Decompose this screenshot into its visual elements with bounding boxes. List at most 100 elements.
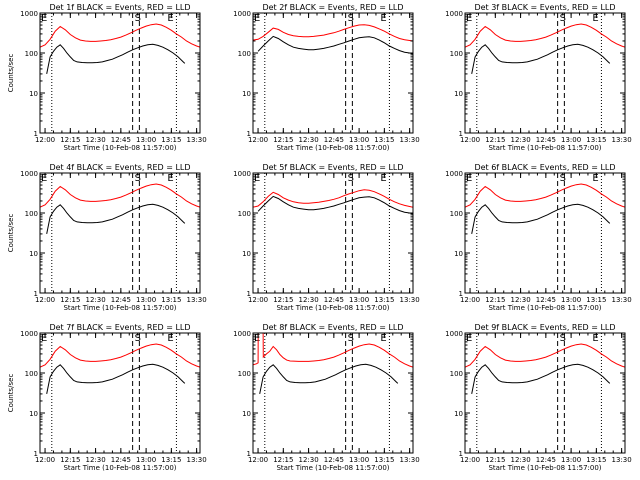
marker-label: S	[135, 333, 141, 344]
marker-label: E	[380, 13, 386, 24]
x-tick-label: 13:15	[374, 296, 394, 304]
x-tick-label: 13:00	[136, 456, 156, 464]
plot-frame	[39, 12, 201, 134]
series-events-line	[259, 363, 399, 394]
y-tick-label: 100	[238, 370, 251, 378]
series-events-line	[46, 363, 186, 394]
x-tick-label: 12:45	[324, 456, 344, 464]
y-tick-label: 10	[454, 90, 463, 98]
x-axis-title: Start Time (10-Feb-08 11:57:00)	[63, 304, 176, 312]
x-tick-label: 12:30	[510, 296, 530, 304]
y-tick-label: 10	[242, 410, 251, 418]
x-tick-label: 12:45	[324, 136, 344, 144]
y-tick-label: 100	[450, 50, 463, 58]
series-lld-line	[40, 343, 200, 368]
panel-title: Det 4f BLACK = Events, RED = LLD	[49, 163, 190, 172]
x-tick-label: 13:15	[586, 136, 606, 144]
x-tick-label: 13:00	[561, 136, 581, 144]
series-lld-line	[40, 23, 200, 48]
series-events-line	[471, 43, 611, 74]
marker-label: S	[348, 13, 354, 24]
series-events-line	[257, 195, 413, 215]
x-tick-label: 13:30	[187, 296, 207, 304]
marker-label: E	[254, 333, 260, 344]
marker-label: E	[41, 333, 47, 344]
x-axis-title: Start Time (10-Feb-08 11:57:00)	[276, 304, 389, 312]
marker-label: S	[135, 13, 141, 24]
x-tick-label: 12:00	[460, 456, 480, 464]
x-tick-label: 13:00	[136, 296, 156, 304]
x-axis-title: Start Time (10-Feb-08 11:57:00)	[488, 144, 601, 152]
x-tick-label: 13:30	[187, 456, 207, 464]
y-tick-label: 1	[247, 450, 251, 458]
x-tick-label: 12:15	[273, 296, 293, 304]
y-tick-label: 100	[238, 210, 251, 218]
x-tick-label: 13:15	[161, 296, 181, 304]
x-tick-label: 12:00	[35, 456, 55, 464]
x-tick-label: 12:15	[273, 456, 293, 464]
x-tick-label: 12:30	[85, 456, 105, 464]
x-tick-label: 12:30	[298, 456, 318, 464]
x-tick-label: 13:15	[161, 136, 181, 144]
x-tick-label: 13:15	[586, 296, 606, 304]
y-tick-label: 100	[450, 210, 463, 218]
plot-frame	[39, 332, 201, 454]
y-axis-title: Counts/sec	[7, 54, 15, 93]
x-tick-label: 12:30	[298, 296, 318, 304]
x-axis-title: Start Time (10-Feb-08 11:57:00)	[488, 464, 601, 472]
x-tick-label: 12:00	[35, 296, 55, 304]
x-tick-label: 12:30	[510, 456, 530, 464]
y-tick-label: 1000	[20, 330, 38, 338]
x-tick-label: 12:45	[536, 136, 556, 144]
y-tick-label: 10	[29, 90, 38, 98]
plot-frame	[464, 12, 626, 134]
y-tick-label: 1000	[20, 10, 38, 18]
y-axis-title: Counts/sec	[7, 214, 15, 253]
plot-frame	[39, 172, 201, 294]
marker-label: E	[167, 173, 173, 184]
panel-title: Det 1f BLACK = Events, RED = LLD	[49, 3, 190, 12]
y-tick-label: 10	[29, 410, 38, 418]
marker-label: E	[41, 13, 47, 24]
y-tick-label: 100	[25, 50, 38, 58]
series-events-line	[471, 203, 611, 234]
x-tick-label: 12:45	[536, 296, 556, 304]
series-lld-line	[40, 183, 200, 208]
x-tick-label: 12:00	[248, 296, 268, 304]
y-tick-label: 1	[459, 290, 463, 298]
x-tick-label: 13:00	[349, 136, 369, 144]
marker-label: E	[466, 173, 472, 184]
marker-label: E	[592, 333, 598, 344]
y-tick-label: 10	[242, 250, 251, 258]
x-tick-label: 13:30	[400, 296, 420, 304]
y-tick-label: 1000	[445, 170, 463, 178]
x-tick-label: 13:15	[374, 456, 394, 464]
x-tick-label: 12:45	[536, 456, 556, 464]
x-tick-label: 13:00	[561, 456, 581, 464]
x-tick-label: 12:45	[111, 136, 131, 144]
series-lld-line	[253, 333, 413, 368]
x-tick-label: 12:30	[85, 296, 105, 304]
marker-label: S	[560, 13, 566, 24]
y-tick-label: 100	[238, 50, 251, 58]
x-tick-label: 12:00	[248, 136, 268, 144]
y-tick-label: 1	[247, 130, 251, 138]
plot-frame	[464, 332, 626, 454]
marker-label: E	[380, 333, 386, 344]
y-tick-label: 1	[459, 450, 463, 458]
x-tick-label: 12:30	[85, 136, 105, 144]
x-axis-title: Start Time (10-Feb-08 11:57:00)	[63, 144, 176, 152]
marker-label: S	[560, 173, 566, 184]
x-tick-label: 13:15	[586, 456, 606, 464]
series-events-line	[46, 43, 186, 74]
x-tick-label: 13:00	[349, 456, 369, 464]
marker-label: E	[41, 173, 47, 184]
y-tick-label: 1000	[233, 330, 251, 338]
x-axis-title: Start Time (10-Feb-08 11:57:00)	[276, 464, 389, 472]
x-tick-label: 12:15	[60, 456, 80, 464]
